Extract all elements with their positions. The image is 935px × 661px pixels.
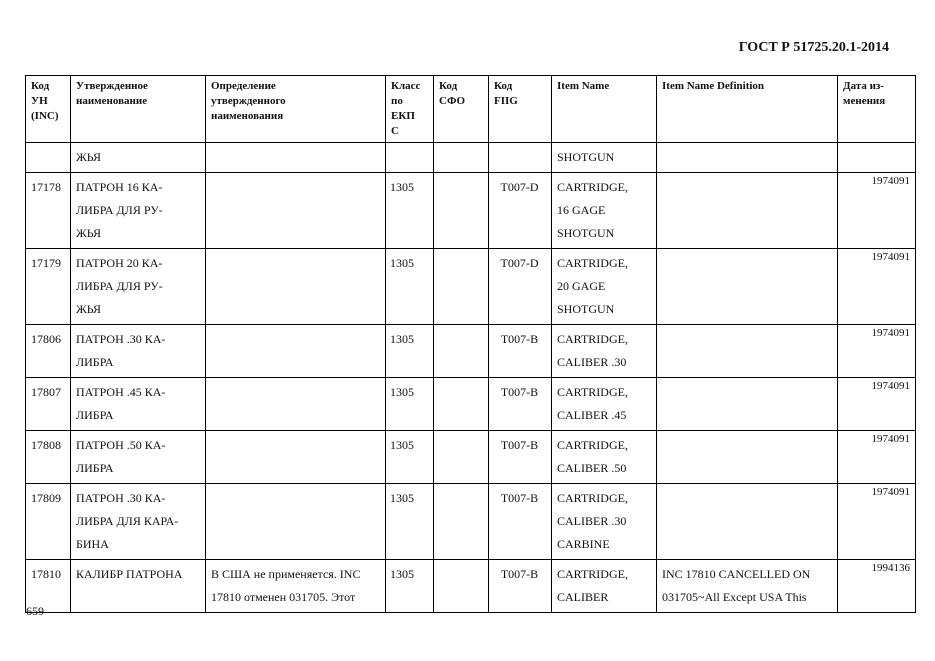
cell-fiig-code: T007-B — [488, 430, 552, 484]
table-header-row: Код УН (INC) Утвержденное наименование Опр… — [25, 75, 916, 143]
cell-inc-code: 17810 — [25, 559, 71, 613]
cell-sfo-code — [433, 377, 489, 431]
cell-class: 1305 — [385, 172, 434, 249]
cell-item-name-definition — [656, 483, 838, 560]
table-row: 17808 ПАТРОН .50 КА- ЛИБРА 1305 T007-B CARTR… — [25, 430, 916, 484]
cell-class: 1305 — [385, 483, 434, 560]
cell-class: 1305 — [385, 430, 434, 484]
cell-sfo-code — [433, 559, 489, 613]
cell-definition: В США не применяется. INC 17810 отменен … — [205, 559, 386, 613]
cell-change-date: 1974091 — [837, 430, 916, 484]
cell-fiig-code: T007-B — [488, 559, 552, 613]
cell-definition — [205, 377, 386, 431]
cell-item-name: CARTRIDGE, CALIBER .30 CARBINE — [551, 483, 657, 560]
cell-item-name-definition — [656, 324, 838, 378]
table-row: 17810 КАЛИБР ПАТРОНА В США не применяется.… — [25, 559, 916, 613]
cell-definition — [205, 324, 386, 378]
table-row: 17178 ПАТРОН 16 КА- ЛИБРА ДЛЯ РУ- ЖЬЯ 1305… — [25, 172, 916, 249]
cell-item-name-definition — [656, 248, 838, 325]
column-header-class: Класс по ЕКП С — [385, 75, 434, 143]
cell-fiig-code — [488, 142, 552, 173]
cell-item-name: CARTRIDGE, CALIBER .45 — [551, 377, 657, 431]
cell-item-name-definition — [656, 377, 838, 431]
cell-sfo-code — [433, 248, 489, 325]
cell-fiig-code: T007-B — [488, 377, 552, 431]
cell-sfo-code — [433, 430, 489, 484]
cell-change-date: 1974091 — [837, 483, 916, 560]
cell-item-name: CARTRIDGE, CALIBER — [551, 559, 657, 613]
cell-item-name-definition — [656, 142, 838, 173]
cell-inc-code — [25, 142, 71, 173]
cell-item-name: CARTRIDGE, CALIBER .30 — [551, 324, 657, 378]
cell-approved-name: ПАТРОН 20 КА- ЛИБРА ДЛЯ РУ- ЖЬЯ — [70, 248, 206, 325]
cell-change-date: 1974091 — [837, 324, 916, 378]
cell-approved-name: ПАТРОН 16 КА- ЛИБРА ДЛЯ РУ- ЖЬЯ — [70, 172, 206, 249]
cell-item-name: CARTRIDGE, 16 GAGE SHOTGUN — [551, 172, 657, 249]
table-row: 17806 ПАТРОН .30 КА- ЛИБРА 1305 T007-B CARTR… — [25, 324, 916, 378]
cell-inc-code: 17807 — [25, 377, 71, 431]
cell-fiig-code: T007-B — [488, 483, 552, 560]
cell-approved-name: ПАТРОН .45 КА- ЛИБРА — [70, 377, 206, 431]
cell-approved-name: ЖЬЯ — [70, 142, 206, 173]
cell-change-date: 1974091 — [837, 172, 916, 249]
cell-change-date — [837, 142, 916, 173]
column-header-inc-code: Код УН (INC) — [25, 75, 71, 143]
table-row: 17807 ПАТРОН .45 КА- ЛИБРА 1305 T007-B CARTR… — [25, 377, 916, 431]
cell-approved-name: ПАТРОН .50 КА- ЛИБРА — [70, 430, 206, 484]
page-number: 659 — [26, 604, 44, 618]
column-header-definition: Определение утвержденного наименования — [205, 75, 386, 143]
column-header-item-name-definition: Item Name Definition — [656, 75, 838, 143]
standard-number: ГОСТ Р 51725.20.1-2014 — [738, 40, 889, 55]
cell-definition — [205, 483, 386, 560]
cell-item-name: CARTRIDGE, CALIBER .50 — [551, 430, 657, 484]
cell-fiig-code: T007-D — [488, 248, 552, 325]
cell-approved-name: КАЛИБР ПАТРОНА — [70, 559, 206, 613]
cell-approved-name: ПАТРОН .30 КА- ЛИБРА ДЛЯ КАРА- БИНА — [70, 483, 206, 560]
cell-inc-code: 17178 — [25, 172, 71, 249]
cell-definition — [205, 172, 386, 249]
cell-sfo-code — [433, 142, 489, 173]
items-table: Код УН (INC) Утвержденное наименование Опр… — [25, 75, 916, 613]
cell-class — [385, 142, 434, 173]
table-row: 17179 ПАТРОН 20 КА- ЛИБРА ДЛЯ РУ- ЖЬЯ 1305… — [25, 248, 916, 325]
column-header-item-name: Item Name — [551, 75, 657, 143]
cell-inc-code: 17179 — [25, 248, 71, 325]
column-header-change-date: Дата из- менения — [837, 75, 916, 143]
cell-sfo-code — [433, 172, 489, 249]
cell-definition — [205, 248, 386, 325]
cell-class: 1305 — [385, 377, 434, 431]
cell-change-date: 1974091 — [837, 377, 916, 431]
table-row: 17809 ПАТРОН .30 КА- ЛИБРА ДЛЯ КАРА- БИНА… — [25, 483, 916, 560]
cell-sfo-code — [433, 324, 489, 378]
cell-item-name-definition — [656, 172, 838, 249]
cell-definition — [205, 430, 386, 484]
cell-inc-code: 17808 — [25, 430, 71, 484]
cell-item-name: CARTRIDGE, 20 GAGE SHOTGUN — [551, 248, 657, 325]
cell-fiig-code: T007-B — [488, 324, 552, 378]
table-row: ЖЬЯ SHOTGUN — [25, 142, 916, 173]
cell-item-name: SHOTGUN — [551, 142, 657, 173]
cell-inc-code: 17809 — [25, 483, 71, 560]
cell-sfo-code — [433, 483, 489, 560]
cell-change-date: 1994136 — [837, 559, 916, 613]
column-header-fiig-code: Код FIIG — [488, 75, 552, 143]
column-header-sfo-code: Код СФО — [433, 75, 489, 143]
cell-definition — [205, 142, 386, 173]
cell-class: 1305 — [385, 559, 434, 613]
column-header-approved-name: Утвержденное наименование — [70, 75, 206, 143]
cell-inc-code: 17806 — [25, 324, 71, 378]
cell-class: 1305 — [385, 248, 434, 325]
cell-approved-name: ПАТРОН .30 КА- ЛИБРА — [70, 324, 206, 378]
cell-change-date: 1974091 — [837, 248, 916, 325]
cell-item-name-definition — [656, 430, 838, 484]
cell-class: 1305 — [385, 324, 434, 378]
cell-item-name-definition: INC 17810 CANCELLED ON 031705~All Except… — [656, 559, 838, 613]
cell-fiig-code: T007-D — [488, 172, 552, 249]
